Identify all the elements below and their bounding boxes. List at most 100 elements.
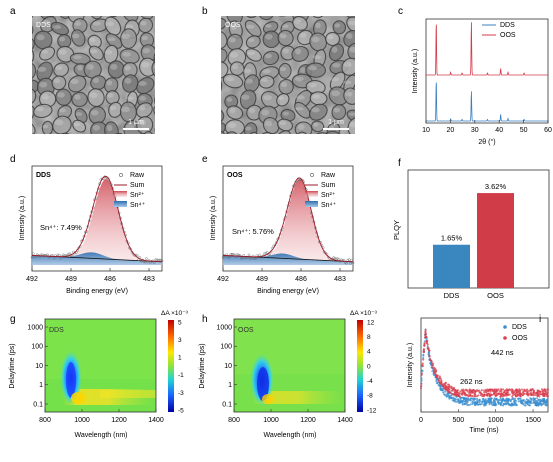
sem-grain-dds [104,16,122,36]
sem-grain-oos-highlight [294,48,302,55]
sem-grain-oos [305,62,326,78]
sem-grain-oos-highlight [349,46,355,53]
trpl-point-dds [487,400,490,403]
sem-grain-oos [345,16,355,19]
trpl-point-oos [434,368,437,372]
sem-grain-oos-highlight [282,24,289,29]
trpl-point-oos [420,385,423,388]
xps-oos-raw-point [230,252,234,256]
xps-dds-raw-point [154,258,157,262]
xps-oos-x-tick-label: 489 [256,276,268,283]
sem-grain-oos [224,131,240,134]
trpl-point-oos [536,390,539,393]
trpl-point-oos [439,377,442,380]
trpl-y-axis-label: Intensity (a.u.) [407,343,414,387]
sem-grain-oos-highlight [226,135,233,140]
sem-grain-dds [138,16,154,20]
sem-grain-dds-highlight [21,110,29,114]
sem-grain-oos [244,131,259,134]
panel-c: c 10 20 30 40 50 60 Intensity (a.u.) 2θ (°) D… [398,6,552,146]
trpl-point-dds [507,398,510,401]
sem-grain-dds-highlight [71,33,80,39]
sem-grain-dds-highlight [89,141,96,145]
sem-grain-oos-highlight [262,69,271,74]
panel-i: i 0 500 1000 1500 Intensity (a.u.) Time (ns… [407,314,550,434]
sem-grain-dds-highlight [157,140,166,144]
sem-grain-oos-highlight [264,120,273,126]
ta-map-oos-colorbar [357,320,363,412]
trpl-point-dds [458,401,461,405]
xps-oos-raw-point [263,252,266,255]
xps-dds-raw-point [30,256,34,259]
xps-dds-legend-sn2: Sn²⁺ [130,192,145,199]
sem-grain-dds-highlight [123,140,131,144]
sem-grain-dds-highlight [36,34,45,41]
sem-grain-oos [221,60,229,80]
trpl-point-oos [468,388,471,392]
sem-grain-dds-highlight [155,23,162,27]
ta-map-y-tick-label: 1000 [216,324,232,331]
sem-grain-oos-highlight [242,68,252,74]
panel-h: h OOS 1000 100 10 1 0.1 800 1000 1200 1400 Dela… [199,310,378,439]
sem-grain-oos-highlight [212,112,218,117]
panel-b: b OOS 1 μm [202,1,355,144]
sem-grain-oos-highlight [262,135,268,140]
sem-grain-oos-highlight [228,37,236,43]
sem-grain-oos-highlight [313,122,319,127]
xps-oos-legend-sn2: Sn²⁺ [321,192,336,199]
ta-map-colorbar-tick-label: -8 [367,393,373,400]
sem-grain-oos-highlight [342,80,352,85]
sem-grain-dds-highlight [23,40,29,45]
sem-grain-dds [135,102,153,118]
sem-grain-dds-highlight [109,105,117,111]
trpl-point-oos [463,392,466,395]
sem-grain-oos-highlight [332,62,341,68]
panel-d: d 492 489 486 483 DDS Sn⁴⁺: 7.49% Intensity… [10,154,164,295]
trpl-point-oos [424,328,427,332]
ta-map-colorbar-tick-label: 12 [367,319,375,326]
xps-oos-raw-point [239,256,243,260]
trpl-point-oos [422,348,426,351]
sem-grain-dds [156,32,169,48]
xps-oos-raw-point [254,257,257,261]
sem-grain-dds [38,90,57,108]
trpl-point-dds [440,388,443,392]
trpl-point-dds [501,397,504,400]
trpl-point-oos [534,393,537,397]
sem-grain-dds-highlight [124,77,132,84]
sem-grain-oos [297,29,314,46]
ta-map-x-tick-label: 1200 [111,417,127,424]
ta-map-colorbar-tick-label: 5 [178,319,182,326]
sem-grain-dds-highlight [74,94,81,100]
sem-grains-oos [209,1,355,144]
trpl-point-oos [454,392,457,396]
panel-letter-f: f [398,158,401,169]
sem-grain-dds [39,46,56,61]
trpl-point-oos [526,388,529,391]
sem-grain-dds-highlight [157,126,163,131]
sem-grain-oos [325,1,342,17]
sem-grain-dds-highlight [138,81,147,86]
sem-grain-dds-highlight [105,21,115,27]
trpl-point-oos [473,392,476,395]
ta-map-oos-bleach-core [257,367,269,401]
xps-oos-raw-point [332,256,335,260]
ta-map-dds-bleach-core [66,362,76,398]
ta-map-colorbar-tick-label: 1 [178,355,182,362]
xps-dds-legend-sum: Sum [130,182,145,189]
trpl-point-oos [521,388,524,391]
trpl-point-oos [468,394,471,397]
sem-grain-oos-highlight [295,106,304,111]
trpl-point-oos [461,391,464,394]
sem-grain-oos-highlight [347,140,355,144]
trpl-point-oos [425,335,428,338]
sem-grain-oos [310,16,326,19]
trpl-point-oos [461,393,464,396]
trpl-point-oos [503,390,506,393]
xps-oos-sample-label: OOS [227,172,243,179]
sem-grain-oos-highlight [214,21,220,25]
sem-grain-dds [33,103,53,119]
sem-grain-dds-highlight [59,49,67,55]
sem-grain-oos-highlight [209,84,217,88]
trpl-point-dds [473,398,476,401]
